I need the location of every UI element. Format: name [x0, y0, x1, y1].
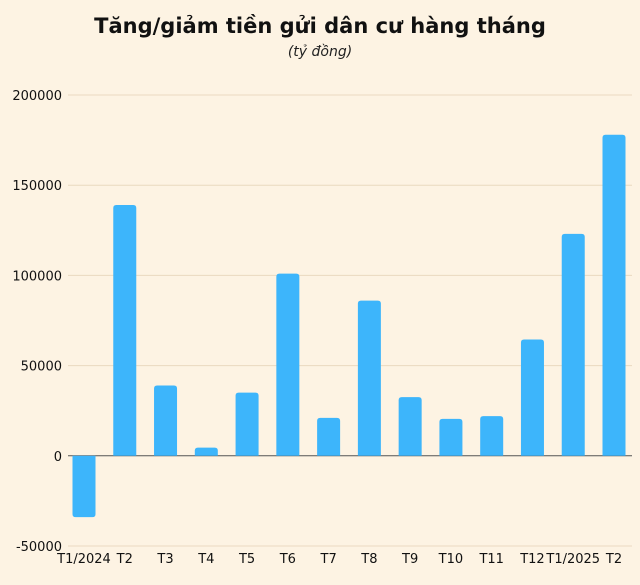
y-tick-label: 200000: [12, 89, 62, 104]
bars: [72, 134, 626, 518]
bar: [235, 392, 259, 456]
x-tick-label: T4: [197, 552, 214, 567]
x-tick-label: T6: [279, 552, 296, 567]
y-tick-label: 50000: [21, 360, 62, 375]
x-tick-label: T11: [478, 552, 503, 567]
y-tick-label: 0: [54, 450, 62, 465]
bar: [276, 273, 300, 456]
x-tick-label: T2: [116, 552, 133, 567]
x-tick-label: T7: [320, 552, 337, 567]
bar: [317, 417, 341, 456]
y-tick-label: 150000: [12, 179, 62, 194]
x-tick-label: T5: [238, 552, 255, 567]
bar: [194, 447, 218, 456]
bar: [154, 385, 178, 456]
bar: [602, 134, 626, 456]
x-tick-label: T9: [401, 552, 418, 567]
gridlines: [68, 94, 632, 547]
x-tick-label: T2: [605, 552, 622, 567]
chart-subtitle: (tỷ đồng): [287, 44, 353, 60]
bar: [439, 418, 463, 456]
bar: [72, 455, 96, 518]
x-axis: T1/2024 T2 T3 T4 T5 T6 T7 T8 T9 T10 T11 T12 T1/2025 T…: [56, 552, 622, 567]
chart-title: Tăng/giảm tiền gửi dân cư hàng tháng: [94, 14, 546, 38]
x-tick-label: T8: [360, 552, 377, 567]
bar: [561, 233, 585, 456]
x-tick-label: T1/2025: [545, 552, 600, 567]
bar: [113, 205, 137, 456]
bar: [480, 416, 504, 456]
x-tick-label: T12: [519, 552, 544, 567]
y-tick-label: -50000: [16, 540, 62, 555]
x-tick-label: T3: [156, 552, 173, 567]
bar: [398, 397, 422, 456]
x-tick-label: T10: [438, 552, 463, 567]
bar: [357, 300, 381, 456]
y-tick-label: 100000: [12, 269, 62, 284]
y-axis: -50000 0 50000 100000 150000 200000: [12, 89, 62, 555]
x-tick-label: T1/2024: [56, 552, 111, 567]
bar: [520, 339, 544, 456]
